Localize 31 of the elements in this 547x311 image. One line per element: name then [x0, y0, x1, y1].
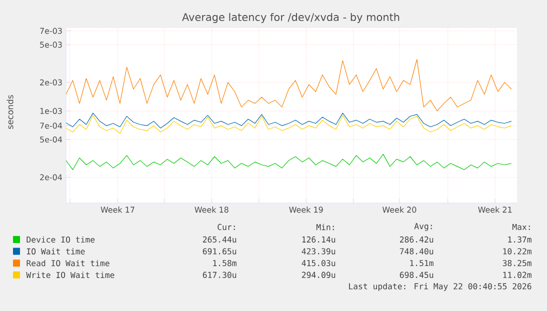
text: Last update: Fri May 22 00:40:55 2026	[349, 283, 532, 291]
text: 617.30u	[202, 272, 236, 278]
text: 1.37m	[508, 236, 532, 243]
chart-title: Average latency for /dev/xvda - by month	[182, 12, 400, 24]
line-series	[66, 112, 512, 128]
text: Min:	[316, 224, 334, 230]
y-axis-title: seconds	[6, 95, 14, 129]
text: 691.65u	[202, 248, 236, 254]
text: 1.51m	[410, 260, 434, 266]
legend-label: IO Wait time	[27, 248, 85, 254]
text: Avg:	[414, 223, 432, 231]
text: 1.58m	[213, 260, 236, 266]
text: 698.45u	[400, 272, 434, 278]
text: 265.44u	[202, 236, 236, 243]
text: 126.14u	[302, 236, 336, 243]
text: Cur:	[218, 224, 235, 230]
legend-label: Device IO time	[26, 236, 95, 243]
line-series	[66, 115, 512, 134]
text: 286.42u	[400, 236, 434, 243]
line-series	[66, 59, 512, 112]
text: 423.39u	[302, 248, 336, 254]
text: 38.25m	[502, 260, 532, 266]
text: 748.40u	[400, 248, 434, 254]
text: 294.09u	[302, 272, 336, 278]
text: 415.03u	[302, 260, 336, 266]
line-series	[66, 154, 512, 170]
text: Max:	[512, 224, 530, 230]
text: 11.02m	[503, 272, 532, 278]
text: 10.22m	[503, 248, 532, 254]
legend-label: Read IO Wait time	[26, 260, 110, 266]
legend-label: Write IO Wait time	[26, 272, 114, 278]
